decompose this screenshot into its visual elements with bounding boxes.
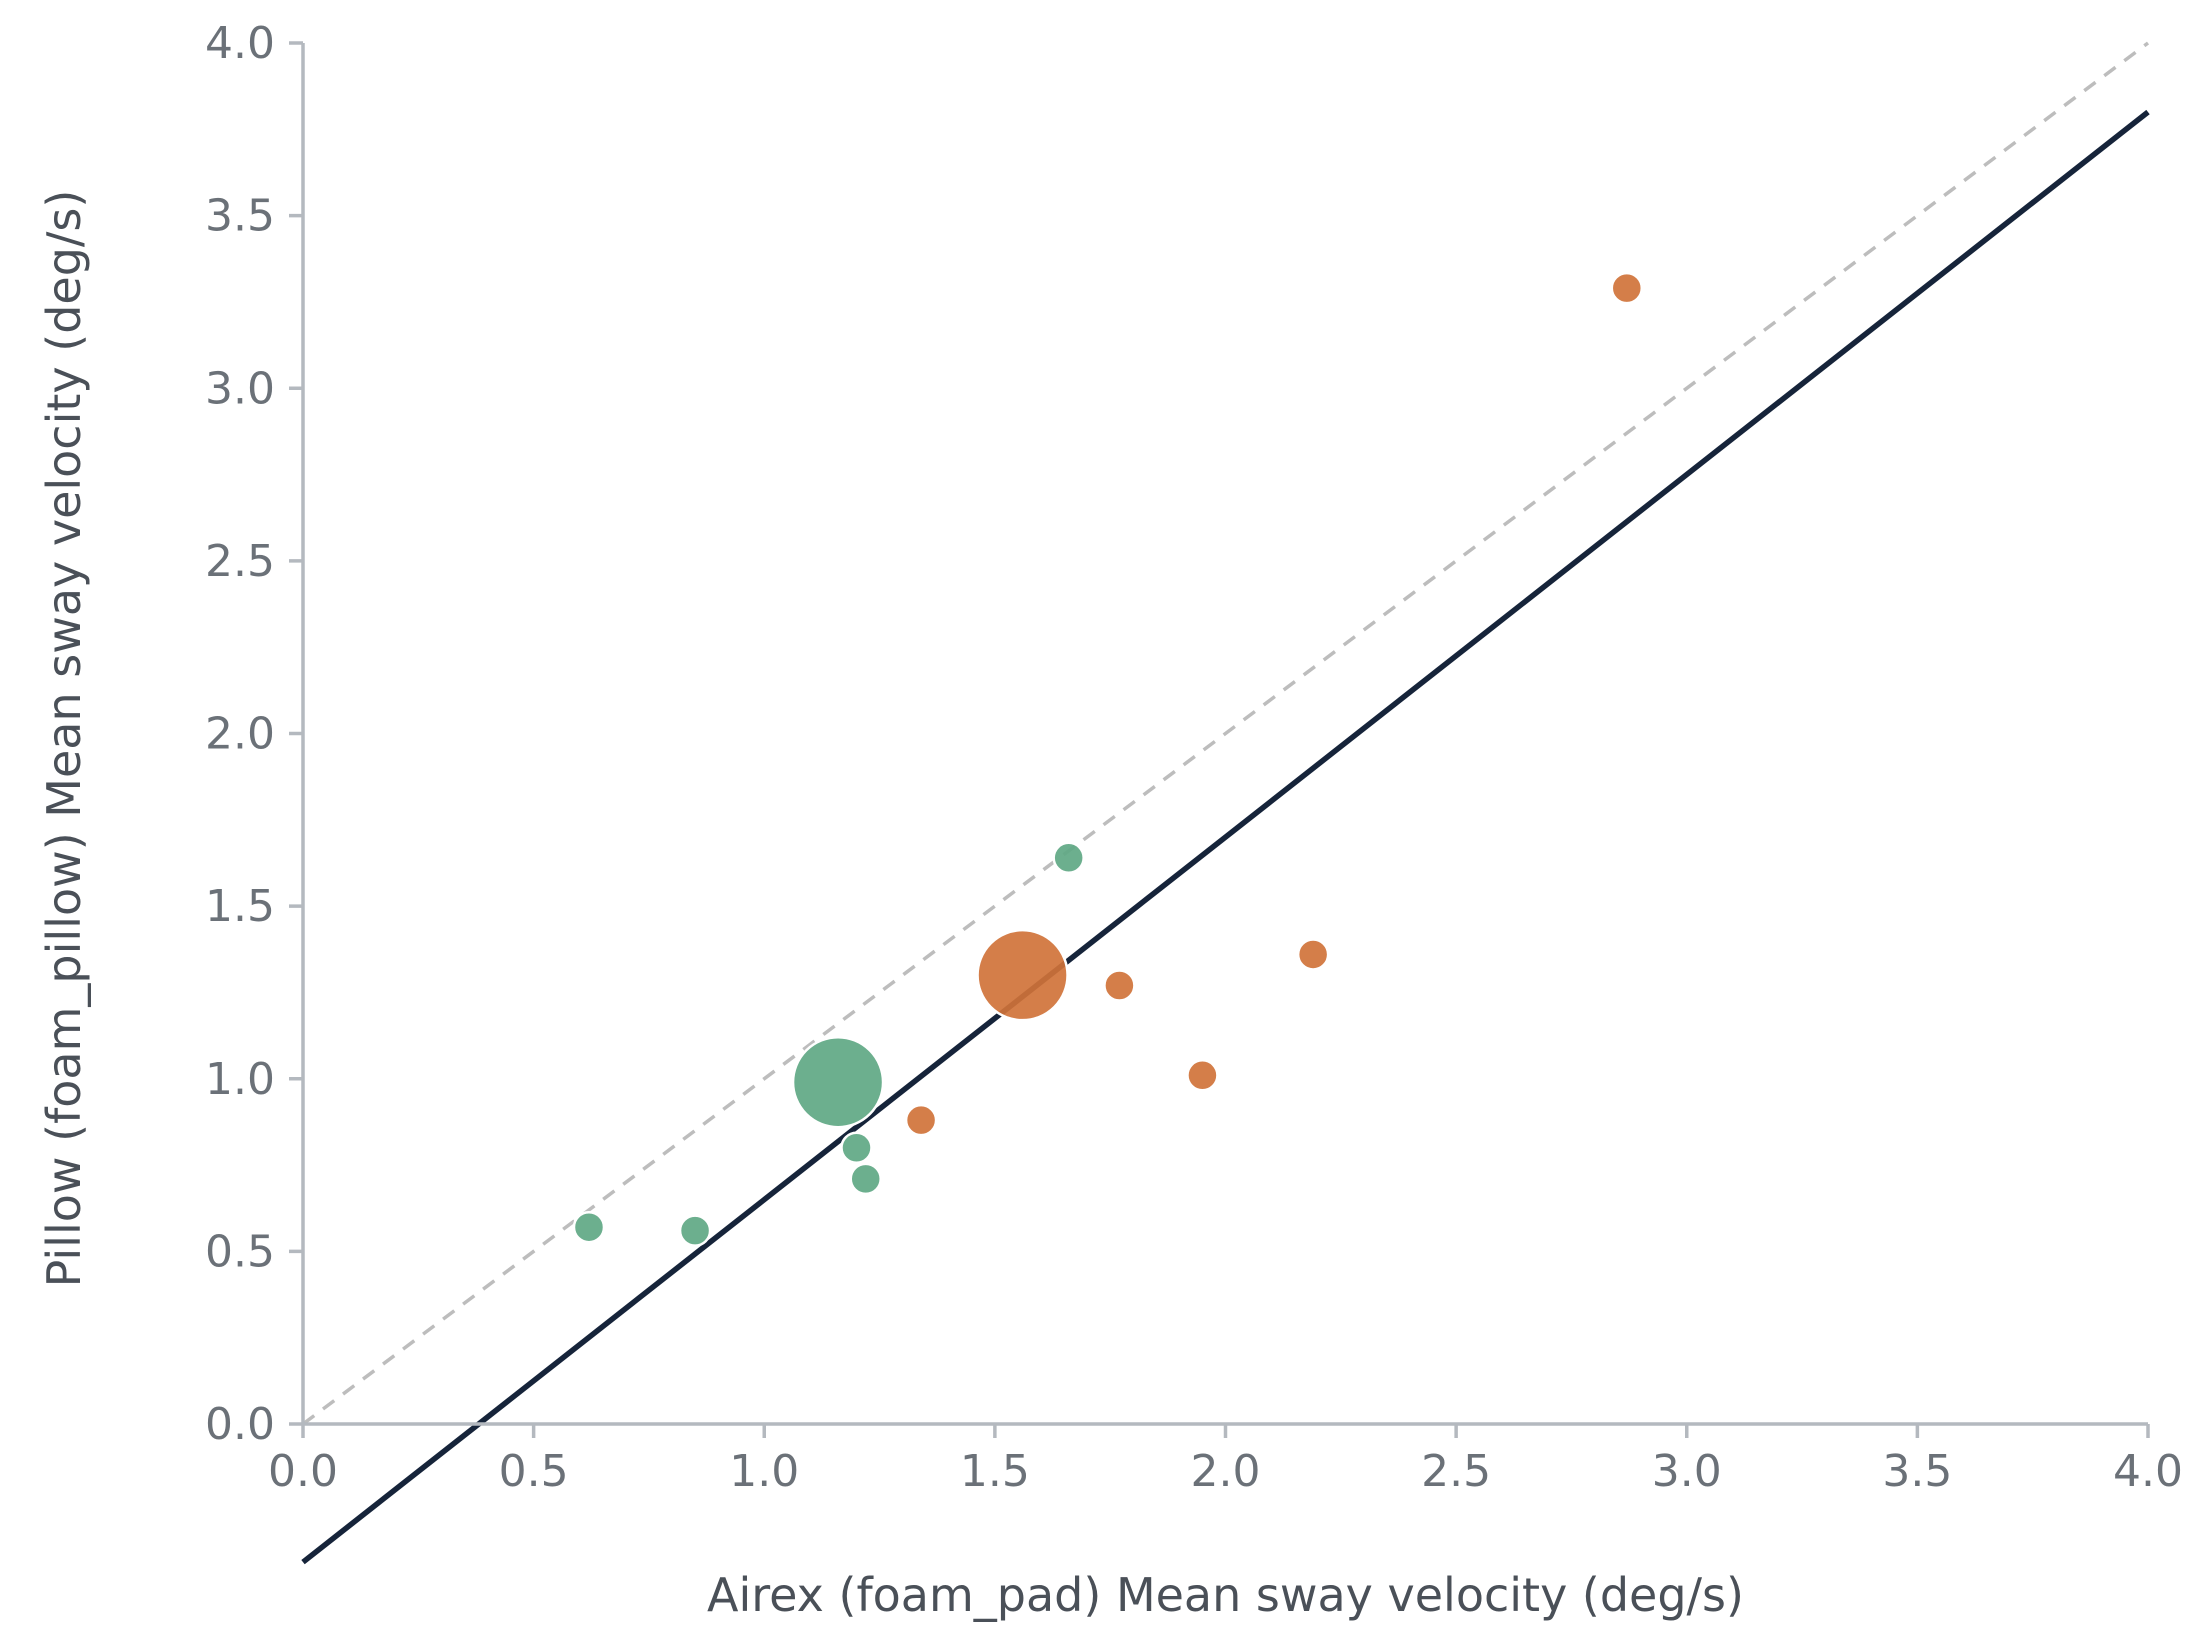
y-tick-label: 2.0 bbox=[205, 709, 275, 760]
identity-line bbox=[301, 41, 2150, 1426]
x-tick-label: 1.5 bbox=[960, 1446, 1030, 1497]
y-tick-label: 3.5 bbox=[205, 191, 275, 242]
y-tick-label: 3.0 bbox=[205, 363, 275, 414]
fit-line-layer bbox=[301, 109, 2150, 1565]
data-point bbox=[678, 1214, 712, 1247]
data-point bbox=[976, 928, 1069, 1022]
data-point bbox=[1296, 938, 1330, 971]
x-tick-label: 0.5 bbox=[499, 1446, 569, 1497]
data-point bbox=[572, 1210, 606, 1244]
y-tick-label: 2.5 bbox=[205, 536, 275, 587]
y-tick-label: 4.0 bbox=[205, 18, 275, 69]
data-point bbox=[840, 1131, 873, 1165]
x-tick-label: 1.0 bbox=[729, 1446, 799, 1497]
identity-line-layer bbox=[301, 41, 2150, 1426]
x-tick-label: 0.0 bbox=[268, 1446, 338, 1497]
data-point bbox=[1103, 969, 1136, 1002]
x-tick-label: 4.0 bbox=[2113, 1446, 2183, 1497]
y-axis-title: Pillow (foam_pillow) Mean sway velocity … bbox=[37, 190, 91, 1288]
y-tick-label: 1.5 bbox=[205, 881, 275, 932]
data-point bbox=[791, 1035, 885, 1129]
data-point bbox=[904, 1103, 938, 1137]
y-tick-label: 1.0 bbox=[205, 1054, 275, 1105]
data-point bbox=[1610, 271, 1644, 305]
x-tick-label: 3.5 bbox=[1882, 1446, 1952, 1497]
axes-layer: 0.0 0.5 1.0 1.5 2.0 2.5 3.0 3.5 4.0 0.0 0.5 1.0 1.5 2… bbox=[205, 18, 2183, 1497]
fit-line bbox=[301, 109, 2150, 1565]
x-tick-label: 2.5 bbox=[1421, 1446, 1491, 1497]
x-tick-label: 2.0 bbox=[1191, 1446, 1261, 1497]
x-axis-title: Airex (foam_pad) Mean sway velocity (deg… bbox=[707, 1568, 1744, 1622]
data-points-layer bbox=[572, 271, 1644, 1247]
data-point bbox=[1052, 841, 1085, 875]
data-point bbox=[849, 1162, 882, 1196]
data-point bbox=[1186, 1059, 1219, 1092]
x-tick-label: 3.0 bbox=[1652, 1446, 1722, 1497]
y-tick-label: 0.5 bbox=[205, 1226, 275, 1277]
y-tick-label: 0.0 bbox=[205, 1399, 275, 1450]
